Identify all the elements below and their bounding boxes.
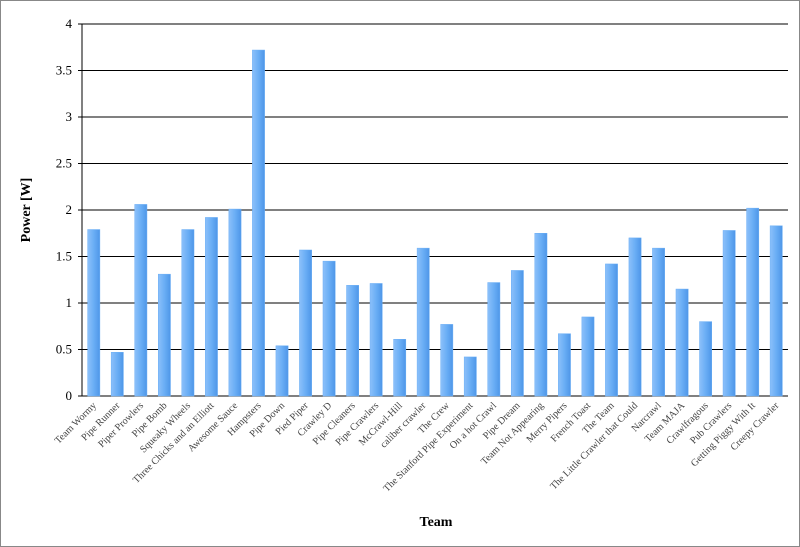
bar	[558, 333, 571, 397]
bar	[252, 49, 265, 397]
y-axis-label: Power [W]	[19, 178, 34, 243]
bar	[722, 230, 736, 397]
bar	[652, 247, 665, 397]
bar	[346, 285, 360, 397]
bar	[769, 225, 783, 397]
bar	[628, 237, 642, 397]
y-tick-label: 2.5	[56, 156, 72, 171]
bar	[746, 207, 760, 397]
y-tick-label: 0	[66, 388, 73, 403]
bar	[275, 345, 289, 397]
y-tick-label: 3.5	[56, 63, 72, 78]
bar	[157, 273, 171, 397]
bar	[205, 217, 218, 397]
bar	[369, 283, 383, 397]
bar	[134, 204, 148, 397]
y-tick-label: 4	[66, 16, 73, 31]
y-tick-label: 0.5	[56, 342, 72, 357]
bar	[110, 352, 124, 397]
bar	[181, 229, 195, 397]
bar	[675, 288, 689, 397]
y-tick-label: 1	[66, 295, 73, 310]
bar	[699, 321, 713, 397]
bar	[416, 247, 430, 397]
y-tick-label: 2	[66, 202, 73, 217]
bar	[228, 208, 242, 397]
bar	[322, 260, 336, 397]
bar	[393, 339, 407, 397]
bar	[299, 249, 312, 397]
bar	[87, 229, 101, 397]
bar	[581, 316, 595, 397]
y-tick-label: 3	[66, 109, 73, 124]
x-axis-label: Team	[420, 515, 453, 530]
bar	[487, 282, 501, 397]
bar	[605, 263, 618, 397]
bar	[510, 270, 524, 397]
bar	[440, 324, 454, 397]
bar	[534, 233, 548, 397]
y-tick-label: 1.5	[56, 249, 72, 264]
bar	[463, 356, 477, 397]
